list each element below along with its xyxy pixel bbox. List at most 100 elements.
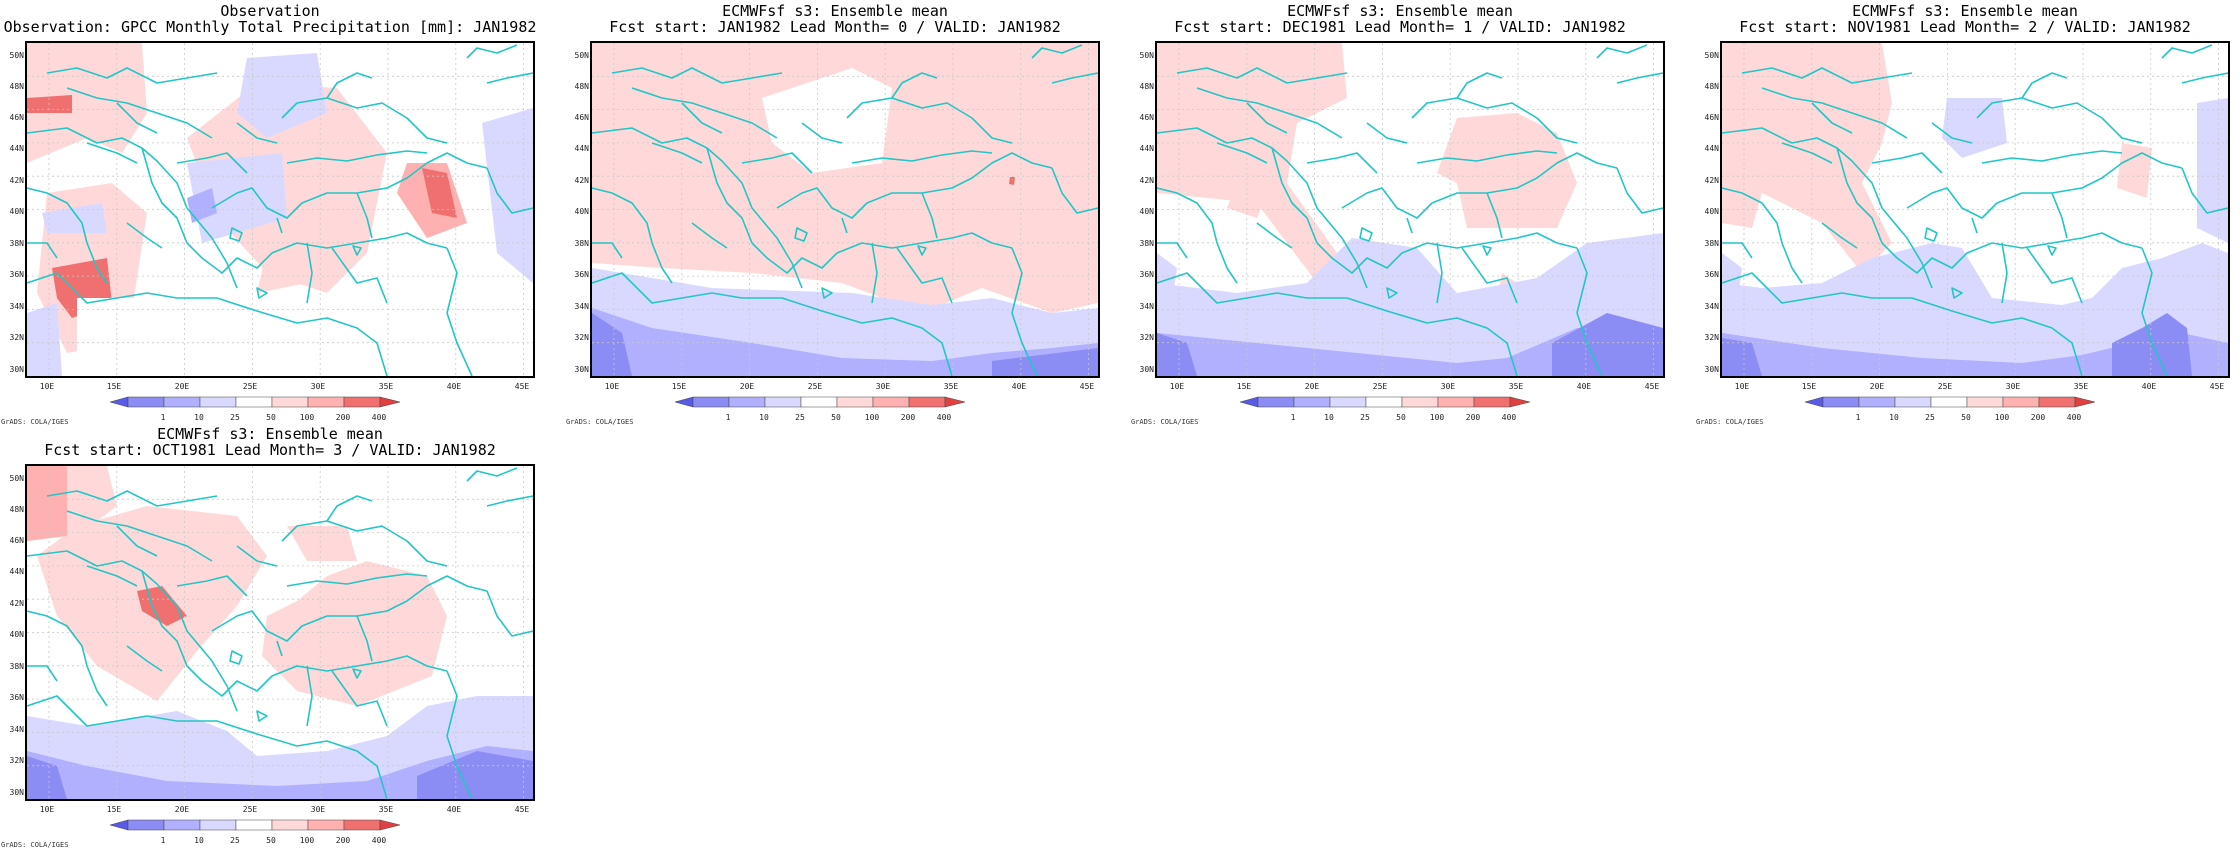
lon-label: 40E <box>1576 382 1592 391</box>
lat-label: 30N <box>1139 365 1154 374</box>
map-area <box>25 464 535 801</box>
lat-label: 36N <box>9 693 24 702</box>
lon-label: 30E <box>1440 382 1456 391</box>
lat-label: 44N <box>1139 144 1154 153</box>
colorbar-label: 25 <box>1360 413 1370 422</box>
lon-label: 35E <box>943 382 959 391</box>
panel-subtitle: Fcst start: NOV1981 Lead Month= 2 / VALI… <box>1739 18 2191 36</box>
lat-label: 46N <box>9 536 24 545</box>
panel-title: ECMWFsf s3: Ensemble mean <box>722 2 948 20</box>
colorbar-label: 100 <box>1994 413 2010 422</box>
lat-label: 34N <box>574 302 589 311</box>
lon-label: 20E <box>1304 382 1320 391</box>
lat-label: 36N <box>9 270 24 279</box>
colorbar-label: 400 <box>2066 413 2082 422</box>
panel-subtitle: Observation: GPCC Monthly Total Precipit… <box>3 18 537 36</box>
lat-label: 42N <box>9 599 24 608</box>
lat-label: 40N <box>1139 207 1154 216</box>
lat-label: 36N <box>1704 270 1719 279</box>
lat-label: 38N <box>1139 239 1154 248</box>
lon-label: 20E <box>174 382 190 391</box>
lat-label: 32N <box>1704 333 1719 342</box>
lon-label: 45E <box>1644 382 1660 391</box>
lat-label: 48N <box>1704 82 1719 91</box>
colorbar-label: 200 <box>335 413 351 422</box>
lon-label: 35E <box>1508 382 1524 391</box>
lon-label: 30E <box>310 382 326 391</box>
lat-label: 48N <box>1139 82 1154 91</box>
lat-label: 46N <box>1704 113 1719 122</box>
precipitation-map <box>1157 43 1663 376</box>
lat-label: 30N <box>1704 365 1719 374</box>
map-panel-lead-2: ECMWFsf s3: Ensemble mean Fcst start: NO… <box>1695 0 2235 428</box>
precipitation-map <box>27 466 533 799</box>
lon-label: 35E <box>2073 382 2089 391</box>
colorbar-label: 1 <box>725 413 731 422</box>
lat-label: 34N <box>1139 302 1154 311</box>
lon-label: 30E <box>875 382 891 391</box>
grads-credit: GrADS: COLA/IGES <box>1 841 69 849</box>
lat-label: 32N <box>9 756 24 765</box>
colorbar-label: 400 <box>371 413 387 422</box>
colorbar-label: 100 <box>299 413 315 422</box>
colorbar-label: 1 <box>1855 413 1861 422</box>
lat-label: 36N <box>1139 270 1154 279</box>
colorbar <box>675 396 966 408</box>
colorbar <box>1805 396 2096 408</box>
colorbar-label: 50 <box>1961 413 1971 422</box>
map-panel-lead-1: ECMWFsf s3: Ensemble mean Fcst start: DE… <box>1130 0 1670 428</box>
panel-subtitle: Fcst start: DEC1981 Lead Month= 1 / VALI… <box>1174 18 1626 36</box>
colorbar-label: 400 <box>1501 413 1517 422</box>
lon-label: 20E <box>739 382 755 391</box>
lat-label: 44N <box>9 144 24 153</box>
colorbar-label: 400 <box>371 836 387 845</box>
lat-label: 46N <box>574 113 589 122</box>
lon-label: 10E <box>604 382 620 391</box>
lat-label: 32N <box>1139 333 1154 342</box>
lat-label: 44N <box>574 144 589 153</box>
lon-label: 20E <box>174 805 190 814</box>
lon-label: 25E <box>1937 382 1953 391</box>
colorbar-label: 10 <box>194 836 204 845</box>
colorbar-label: 200 <box>2030 413 2046 422</box>
precipitation-map <box>592 43 1098 376</box>
lon-label: 15E <box>106 382 122 391</box>
lon-label: 15E <box>671 382 687 391</box>
lat-label: 40N <box>574 207 589 216</box>
colorbar-label: 25 <box>230 836 240 845</box>
lon-label: 10E <box>39 805 55 814</box>
lat-label: 38N <box>1704 239 1719 248</box>
panel-title: ECMWFsf s3: Ensemble mean <box>157 425 383 443</box>
panel-title: ECMWFsf s3: Ensemble mean <box>1287 2 1513 20</box>
colorbar-label: 1 <box>1290 413 1296 422</box>
panel-title: ECMWFsf s3: Ensemble mean <box>1852 2 2078 20</box>
lon-label: 25E <box>1372 382 1388 391</box>
lon-label: 35E <box>378 382 394 391</box>
panel-subtitle: Fcst start: JAN1982 Lead Month= 0 / VALI… <box>609 18 1061 36</box>
lat-label: 42N <box>1704 176 1719 185</box>
colorbar-label: 10 <box>1889 413 1899 422</box>
panel-subtitle: Fcst start: OCT1981 Lead Month= 3 / VALI… <box>44 441 496 459</box>
colorbar-label: 100 <box>864 413 880 422</box>
lon-label: 25E <box>807 382 823 391</box>
lon-label: 10E <box>39 382 55 391</box>
lat-label: 38N <box>9 239 24 248</box>
map-area <box>1720 41 2230 378</box>
lon-label: 25E <box>242 382 258 391</box>
lat-label: 30N <box>574 365 589 374</box>
lat-label: 36N <box>574 270 589 279</box>
colorbar-label: 1 <box>160 413 166 422</box>
lat-label: 48N <box>574 82 589 91</box>
lat-label: 50N <box>1704 51 1719 60</box>
colorbar-label: 50 <box>1396 413 1406 422</box>
colorbar <box>110 819 401 831</box>
lat-label: 50N <box>9 474 24 483</box>
lon-label: 15E <box>1801 382 1817 391</box>
map-area <box>590 41 1100 378</box>
lon-label: 45E <box>2209 382 2225 391</box>
lon-label: 15E <box>106 805 122 814</box>
precipitation-map <box>1722 43 2228 376</box>
lon-label: 35E <box>378 805 394 814</box>
map-panel-lead-3: ECMWFsf s3: Ensemble mean Fcst start: OC… <box>0 423 540 849</box>
precipitation-map <box>27 43 533 376</box>
